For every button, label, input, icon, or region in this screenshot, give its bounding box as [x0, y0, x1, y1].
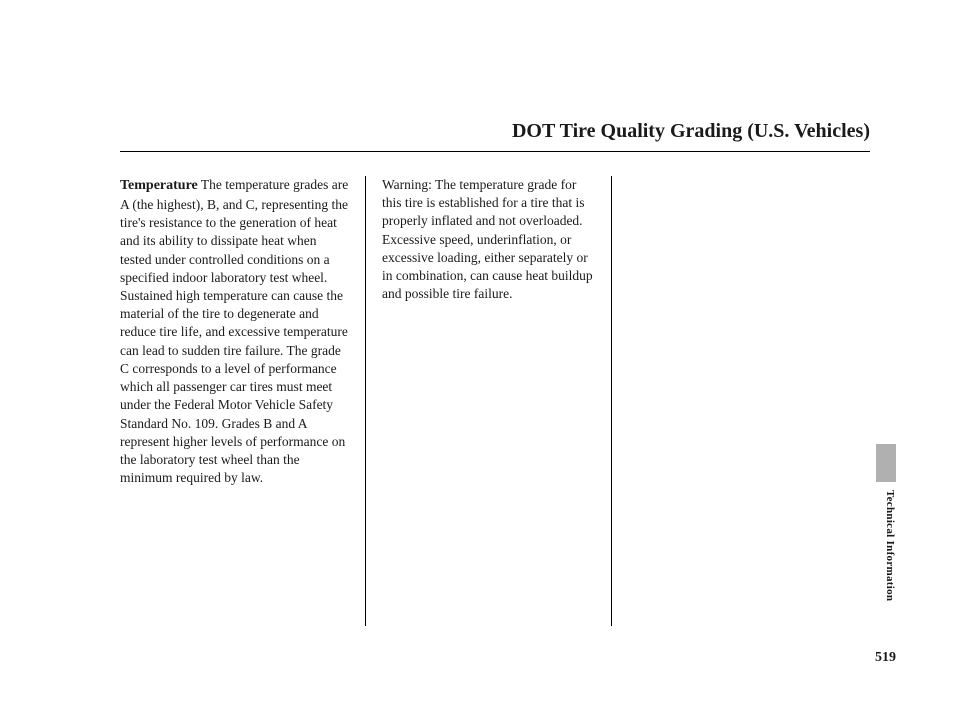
page-title: DOT Tire Quality Grading (U.S. Vehicles) [120, 120, 870, 152]
column-1: Temperature The temperature grades are A… [120, 176, 366, 626]
column-3 [612, 176, 858, 626]
text-columns: Temperature The temperature grades are A… [120, 176, 870, 626]
section-tab-marker [876, 444, 896, 482]
column-2: Warning: The temperature grade for this … [366, 176, 612, 626]
temperature-heading: Temperature [120, 178, 198, 193]
column-2-text: Warning: The temperature grade for this … [382, 177, 593, 301]
page-number: 519 [875, 650, 896, 666]
page-content: DOT Tire Quality Grading (U.S. Vehicles)… [120, 120, 870, 626]
section-label: Technical Information [884, 490, 896, 601]
column-1-text: The temperature grades are A (the highes… [120, 177, 348, 485]
